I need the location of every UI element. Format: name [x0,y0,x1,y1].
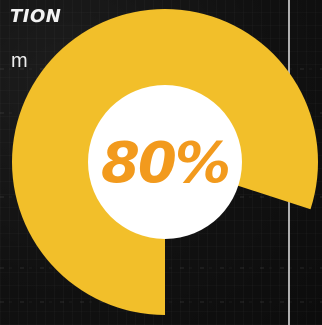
percent-label: 80% [101,131,229,196]
center-circle [88,85,242,239]
chart-layer: 80% [12,8,319,315]
section-subtitle: m [11,50,28,72]
section-title: TION [10,6,62,27]
